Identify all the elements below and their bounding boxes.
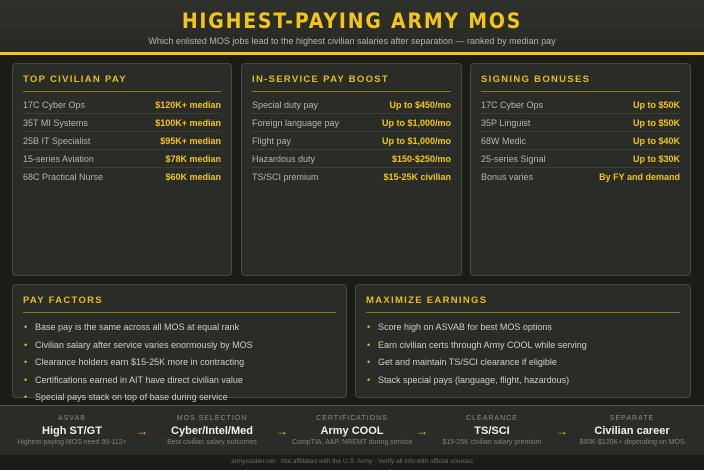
row-label: Special duty pay [252, 100, 319, 110]
row-label: 35P Linguist [481, 118, 531, 128]
row-value: Up to $50K [632, 118, 680, 128]
table-row: 35T MI Systems $100K+ median [23, 114, 221, 132]
step-value: Cyber/Intel/Med [171, 425, 253, 437]
row-label: 68C Practical Nurse [23, 172, 104, 182]
flow-step: MOS SELECTION Cyber/Intel/Med Best civilia… [152, 415, 272, 446]
row-value: $100K+ median [155, 118, 221, 128]
row-label: 25B IT Specialist [23, 136, 91, 146]
career-flow: ASVAB High ST/GT Highest-paying MOS need 9… [0, 405, 704, 455]
row-value: Up to $1,000/mo [381, 118, 451, 128]
step-value: High ST/GT [42, 425, 102, 437]
table-row: Hazardous duty $150-$250/mo [252, 150, 451, 168]
row-label: 25-series Signal [481, 154, 546, 164]
list-item: Special pays stack on top of base during… [23, 389, 336, 407]
flow-step: CLEARANCE TS/SCI $15-25K civilian salary p… [432, 415, 552, 446]
step-label: SEPARATE [609, 415, 655, 422]
table-row: Foreign language pay Up to $1,000/mo [252, 114, 451, 132]
row-value: $150-$250/mo [391, 154, 451, 164]
list-item: Civilian salary after service varies eno… [23, 337, 336, 355]
step-description: Best civilian salary outcomes [167, 439, 257, 446]
step-label: CERTIFICATIONS [316, 415, 388, 422]
header: HIGHEST-PAYING ARMY MOS Which enlisted M… [0, 0, 704, 52]
row-label: Foreign language pay [252, 118, 340, 128]
row-label: 35T MI Systems [23, 118, 88, 128]
in-service-pay-panel: IN-SERVICE PAY BOOST Special duty pay Up … [241, 63, 462, 276]
row-label: 68W Medic [481, 136, 527, 146]
pay-factors-panel: PAY FACTORS Base pay is the same across … [12, 284, 347, 406]
row-label: Bonus varies [481, 172, 534, 182]
panel-title: SIGNING BONUSES [481, 74, 680, 92]
arrow-right-icon: → [136, 423, 148, 438]
table-row: 68W Medic Up to $40K [481, 132, 680, 150]
row-label: 17C Cyber Ops [23, 100, 86, 110]
list-item: Base pay is the same across all MOS at e… [23, 319, 336, 337]
row-value: Up to $40K [632, 136, 680, 146]
signing-bonuses-panel: SIGNING BONUSES 17C Cyber Ops Up to $50K 3… [470, 63, 691, 276]
table-row: 15-series Aviation $78K median [23, 150, 221, 168]
list-item: Certifications earned in AIT have direct… [23, 372, 336, 390]
table-row: 25B IT Specialist $95K+ median [23, 132, 221, 150]
step-description: $15-25K civilian salary premium [442, 439, 542, 446]
footer-disclaimer: armysoldier.net · Not affiliated with th… [231, 458, 473, 465]
row-value: Up to $50K [632, 100, 680, 110]
step-label: MOS SELECTION [176, 415, 248, 422]
row-value: $95K+ median [160, 136, 221, 146]
list-item: Clearance holders earn $15-25K more in c… [23, 354, 336, 372]
row-value: $15-25K civilian [383, 172, 451, 182]
step-label: CLEARANCE [466, 415, 518, 422]
step-value: Army COOL [320, 425, 384, 437]
step-label: ASVAB [58, 415, 86, 422]
step-value: Civilian career [594, 425, 670, 437]
table-row: 25-series Signal Up to $30K [481, 150, 680, 168]
arrow-right-icon: → [556, 423, 568, 438]
list-item: Stack special pays (language, flight, ha… [366, 372, 680, 390]
row-value: $60K median [165, 172, 221, 182]
top-civilian-pay-panel: TOP CIVILIAN PAY 17C Cyber Ops $120K+ med… [12, 63, 232, 276]
panel-title: TOP CIVILIAN PAY [23, 74, 221, 92]
row-label: Flight pay [252, 136, 292, 146]
arrow-right-icon: → [416, 423, 428, 438]
table-row: 68C Practical Nurse $60K median [23, 168, 221, 186]
row-value: By FY and demand [599, 172, 680, 182]
row-value: Up to $450/mo [389, 100, 451, 110]
row-label: 15-series Aviation [23, 154, 94, 164]
row-label: 17C Cyber Ops [481, 100, 544, 110]
step-description: $60K-$120K+ depending on MOS [579, 439, 685, 446]
panel-title: PAY FACTORS [23, 295, 336, 313]
row-value: Up to $1,000/mo [381, 136, 451, 146]
table-row: Flight pay Up to $1,000/mo [252, 132, 451, 150]
table-row: 17C Cyber Ops Up to $50K [481, 96, 680, 114]
maximize-earnings-panel: MAXIMIZE EARNINGS Score high on ASVAB fo… [355, 284, 691, 398]
step-value: TS/SCI [474, 425, 510, 437]
list-item: Earn civilian certs through Army COOL wh… [366, 337, 680, 355]
page-title: HIGHEST-PAYING ARMY MOS [181, 9, 523, 33]
row-label: Hazardous duty [252, 154, 316, 164]
table-row: Special duty pay Up to $450/mo [252, 96, 451, 114]
header-divider [0, 52, 704, 55]
row-label: TS/SCI premium [252, 172, 319, 182]
step-description: Highest-paying MOS need 95-112+ [17, 439, 127, 446]
flow-step: CERTIFICATIONS Army COOL CompTIA, A&P, NRE… [292, 415, 412, 446]
panel-title: IN-SERVICE PAY BOOST [252, 74, 451, 92]
page-subtitle: Which enlisted MOS jobs lead to the high… [148, 36, 556, 46]
step-description: CompTIA, A&P, NREMT during service [292, 439, 413, 446]
flow-step: SEPARATE Civilian career $60K-$120K+ depen… [572, 415, 692, 446]
list-item: Score high on ASVAB for best MOS options [366, 319, 680, 337]
flow-step: ASVAB High ST/GT Highest-paying MOS need 9… [12, 415, 132, 446]
table-row: Bonus varies By FY and demand [481, 168, 680, 186]
list-item: Get and maintain TS/SCI clearance if eli… [366, 354, 680, 372]
row-value: Up to $30K [632, 154, 680, 164]
table-row: 35P Linguist Up to $50K [481, 114, 680, 132]
panel-title: MAXIMIZE EARNINGS [366, 295, 680, 313]
row-value: $120K+ median [155, 100, 221, 110]
arrow-right-icon: → [276, 423, 288, 438]
row-value: $78K median [165, 154, 221, 164]
table-row: TS/SCI premium $15-25K civilian [252, 168, 451, 186]
table-row: 17C Cyber Ops $120K+ median [23, 96, 221, 114]
